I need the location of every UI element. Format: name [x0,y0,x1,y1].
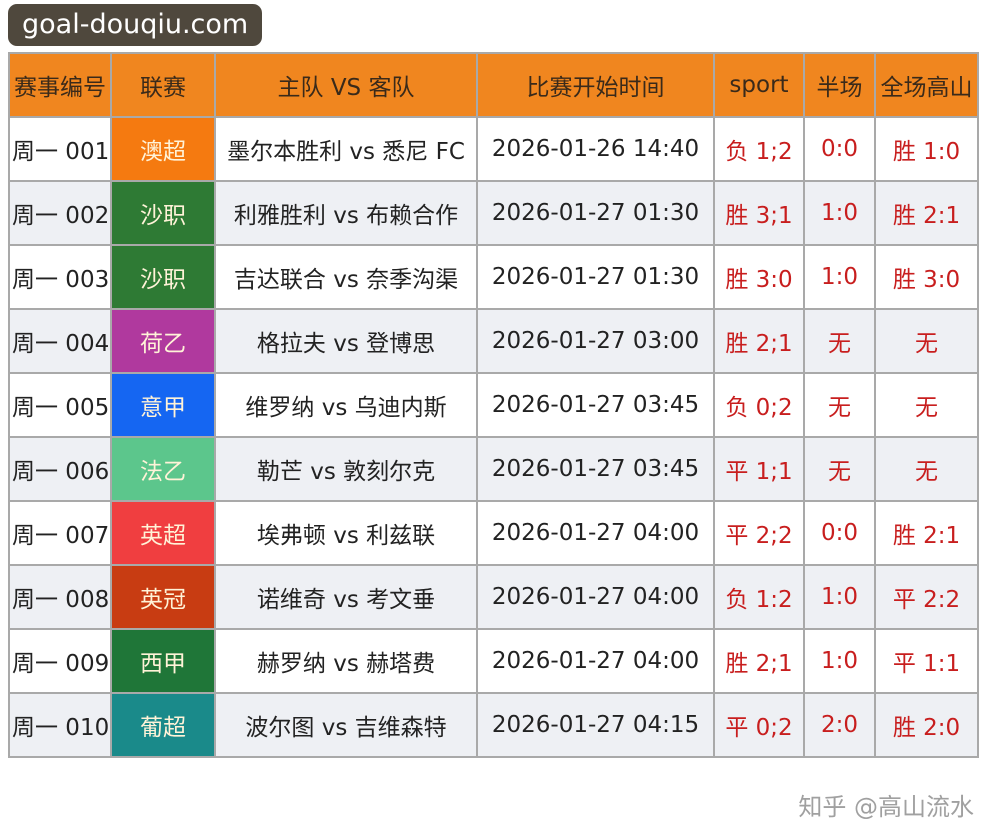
cell-full: 胜 2:0 [874,692,979,758]
cell-half: 无 [803,372,876,438]
cell-league: 荷乙 [110,308,216,374]
table-row: 周一 004 荷乙 格拉夫 vs 登博思 2026-01-27 03:00 胜 2;1 无… [8,308,979,374]
table-row: 周一 005 意甲 维罗纳 vs 乌迪内斯 2026-01-27 03:45 负 0;2… [8,372,979,438]
cell-full: 无 [874,372,979,438]
cell-sport: 胜 2;1 [713,308,805,374]
cell-league: 澳超 [110,116,216,182]
cell-full: 胜 2:1 [874,500,979,566]
watermark: goal-douqiu.com [8,4,263,46]
cell-full: 平 2:2 [874,564,979,630]
cell-full: 胜 3:0 [874,244,979,310]
match-table: 赛事编号 联赛 主队 VS 客队 比赛开始时间 sport 半场 全场高山 周一… [8,52,979,758]
header-league: 联赛 [110,52,216,118]
cell-match: 勒芒 vs 敦刻尔克 [214,436,478,502]
cell-half: 1:0 [803,628,876,694]
cell-league: 英超 [110,500,216,566]
cell-full: 胜 2:1 [874,180,979,246]
cell-match: 吉达联合 vs 奈季沟渠 [214,244,478,310]
cell-time: 2026-01-26 14:40 [476,116,715,182]
cell-id: 周一 008 [8,564,112,630]
header-half: 半场 [803,52,876,118]
cell-match: 维罗纳 vs 乌迪内斯 [214,372,478,438]
cell-time: 2026-01-27 03:45 [476,372,715,438]
cell-full: 无 [874,308,979,374]
cell-match: 埃弗顿 vs 利兹联 [214,500,478,566]
cell-half: 无 [803,436,876,502]
header-id: 赛事编号 [8,52,112,118]
cell-time: 2026-01-27 04:00 [476,628,715,694]
header-time: 比赛开始时间 [476,52,715,118]
cell-sport: 胜 3;1 [713,180,805,246]
cell-sport: 平 0;2 [713,692,805,758]
cell-half: 1:0 [803,244,876,310]
cell-id: 周一 002 [8,180,112,246]
cell-id: 周一 007 [8,500,112,566]
cell-match: 利雅胜利 vs 布赖合作 [214,180,478,246]
cell-time: 2026-01-27 03:00 [476,308,715,374]
cell-sport: 胜 3:0 [713,244,805,310]
cell-sport: 胜 2;1 [713,628,805,694]
cell-league: 西甲 [110,628,216,694]
table-row: 周一 007 英超 埃弗顿 vs 利兹联 2026-01-27 04:00 平 2;2 0… [8,500,979,566]
cell-half: 1:0 [803,564,876,630]
cell-id: 周一 010 [8,692,112,758]
header-match: 主队 VS 客队 [214,52,478,118]
cell-league: 意甲 [110,372,216,438]
cell-full: 平 1:1 [874,628,979,694]
cell-time: 2026-01-27 03:45 [476,436,715,502]
cell-time: 2026-01-27 01:30 [476,244,715,310]
cell-sport: 平 1;1 [713,436,805,502]
header-full: 全场高山 [874,52,979,118]
header-sport: sport [713,52,805,118]
table-row: 周一 006 法乙 勒芒 vs 敦刻尔克 2026-01-27 03:45 平 1;1 无… [8,436,979,502]
cell-id: 周一 005 [8,372,112,438]
cell-id: 周一 003 [8,244,112,310]
cell-half: 0:0 [803,500,876,566]
cell-sport: 负 1;2 [713,116,805,182]
cell-match: 墨尔本胜利 vs 悉尼 FC [214,116,478,182]
cell-half: 无 [803,308,876,374]
cell-league: 沙职 [110,180,216,246]
cell-half: 0:0 [803,116,876,182]
cell-league: 沙职 [110,244,216,310]
cell-half: 1:0 [803,180,876,246]
cell-id: 周一 004 [8,308,112,374]
cell-sport: 负 0;2 [713,372,805,438]
cell-time: 2026-01-27 01:30 [476,180,715,246]
cell-time: 2026-01-27 04:15 [476,692,715,758]
table-row: 周一 002 沙职 利雅胜利 vs 布赖合作 2026-01-27 01:30 胜 3;… [8,180,979,246]
cell-id: 周一 001 [8,116,112,182]
cell-id: 周一 009 [8,628,112,694]
cell-league: 英冠 [110,564,216,630]
cell-id: 周一 006 [8,436,112,502]
cell-sport: 平 2;2 [713,500,805,566]
table-row: 周一 001 澳超 墨尔本胜利 vs 悉尼 FC 2026-01-26 14:40 负 … [8,116,979,182]
cell-sport: 负 1:2 [713,564,805,630]
cell-match: 诺维奇 vs 考文垂 [214,564,478,630]
table-row: 周一 009 西甲 赫罗纳 vs 赫塔费 2026-01-27 04:00 胜 2;1 1… [8,628,979,694]
cell-full: 无 [874,436,979,502]
cell-full: 胜 1:0 [874,116,979,182]
cell-league: 葡超 [110,692,216,758]
cell-half: 2:0 [803,692,876,758]
cell-match: 赫罗纳 vs 赫塔费 [214,628,478,694]
table-row: 周一 003 沙职 吉达联合 vs 奈季沟渠 2026-01-27 01:30 胜 3:… [8,244,979,310]
table-row: 周一 010 葡超 波尔图 vs 吉维森特 2026-01-27 04:15 平 0;2… [8,692,979,758]
cell-time: 2026-01-27 04:00 [476,564,715,630]
cell-match: 格拉夫 vs 登博思 [214,308,478,374]
table-row: 周一 008 英冠 诺维奇 vs 考文垂 2026-01-27 04:00 负 1:2 1… [8,564,979,630]
footer-watermark: 知乎 @高山流水 [798,793,974,821]
cell-match: 波尔图 vs 吉维森特 [214,692,478,758]
header-row: 赛事编号 联赛 主队 VS 客队 比赛开始时间 sport 半场 全场高山 [8,52,979,118]
cell-time: 2026-01-27 04:00 [476,500,715,566]
cell-league: 法乙 [110,436,216,502]
